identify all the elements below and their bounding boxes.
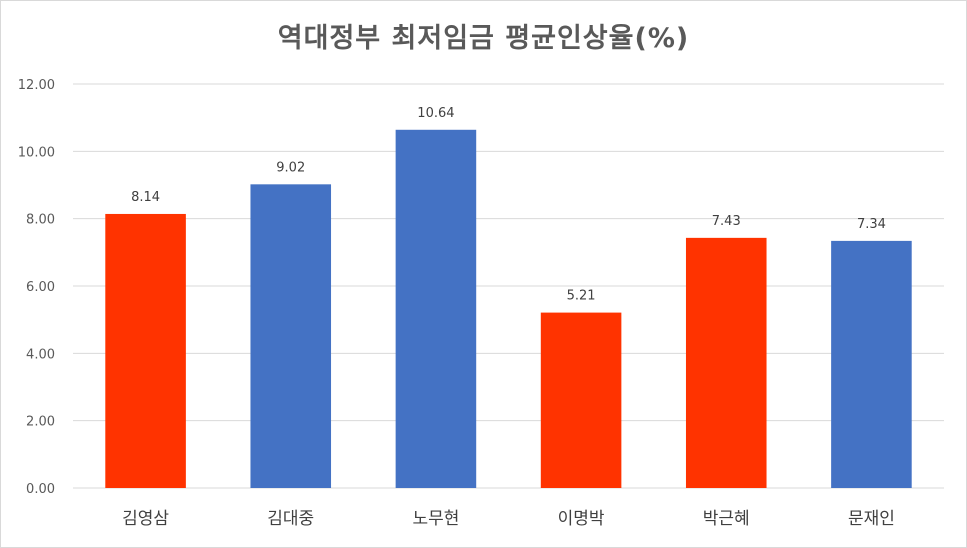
bar [105,213,186,488]
data-label: 8.14 [131,190,160,205]
y-tick-label: 4.00 [26,347,55,362]
chart-title: 역대정부 최저임금 평균인상율(%) [277,23,690,54]
y-tick-label: 10.00 [18,145,55,160]
bars [105,129,912,488]
data-label: 9.02 [276,160,305,175]
y-tick-label: 8.00 [26,213,55,228]
bar [395,129,477,488]
category-label: 김대중 [267,509,314,529]
category-label: 문재인 [848,509,895,529]
category-label: 박근혜 [703,509,750,529]
x-axis-categories: 김영삼 김대중 노무현 이명박 박근혜 문재인 [122,509,895,529]
bar [540,312,622,488]
bar [685,237,767,488]
category-label: 김영삼 [122,509,169,529]
bar [250,184,332,488]
data-label: 7.34 [857,217,886,232]
data-label: 7.43 [712,214,741,229]
y-tick-label: 12.00 [18,78,55,93]
y-axis-ticks: 0.00 2.00 4.00 6.00 8.00 10.00 12.00 [18,78,55,497]
data-label: 5.21 [567,289,596,304]
bar [831,240,912,488]
data-labels: 8.14 9.02 10.64 5.21 7.43 7.34 [131,106,886,304]
y-tick-label: 0.00 [26,482,55,497]
gridlines [73,83,944,489]
y-tick-label: 6.00 [26,280,55,295]
data-label: 10.64 [417,106,454,121]
category-label: 이명박 [558,509,605,529]
y-tick-label: 2.00 [26,415,55,430]
category-label: 노무현 [412,509,459,529]
